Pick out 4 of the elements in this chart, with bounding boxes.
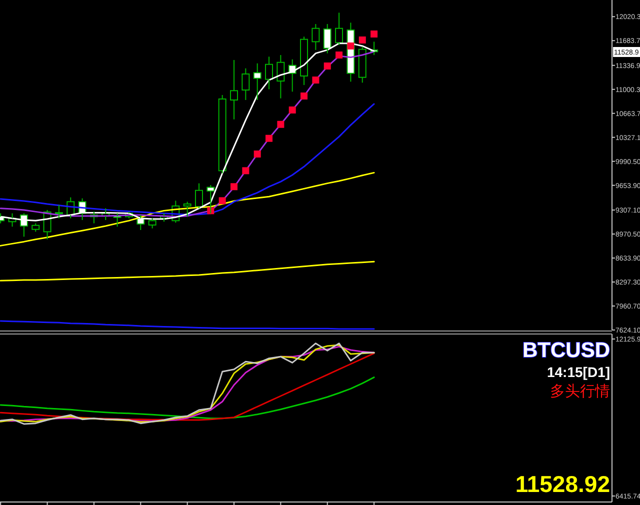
text: BTCUSD: [522, 339, 610, 362]
text: 多头行情: [550, 383, 610, 400]
text: 14:15[D1]: [546, 364, 610, 380]
text: 11528.92: [515, 471, 610, 497]
